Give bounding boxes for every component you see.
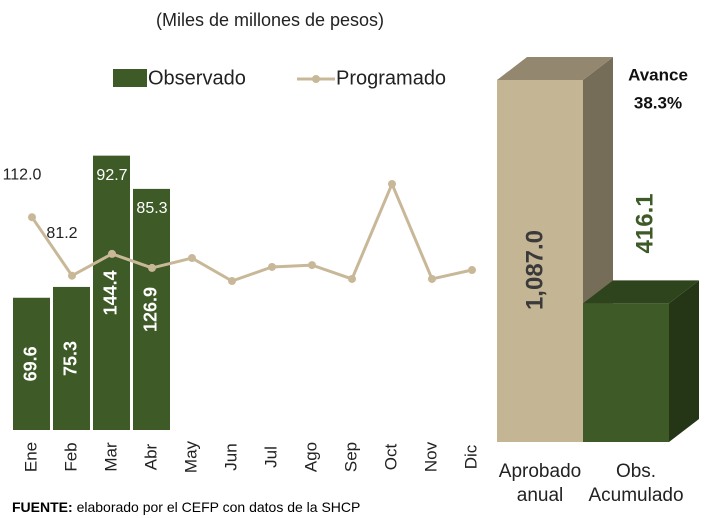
line-marker xyxy=(188,254,196,263)
legend-label: Observado xyxy=(148,67,246,89)
line xyxy=(30,180,473,283)
line-marker xyxy=(68,271,76,280)
line-value-label: 112.0 xyxy=(3,166,42,183)
x-tick-label: Sep xyxy=(341,442,360,472)
line-value-label: 81.2 xyxy=(46,225,77,242)
x-tick-label: Ene xyxy=(21,442,40,472)
line-marker xyxy=(428,274,436,283)
bar-value-label: 69.6 xyxy=(21,346,41,381)
x-tick-label: Obs. Acumulado xyxy=(588,461,684,506)
line-marker xyxy=(148,263,156,272)
x-tick-label: Abr xyxy=(141,443,160,470)
bar-value-label: 126.9 xyxy=(141,287,161,332)
bar-value-label: 416.1 xyxy=(631,193,658,253)
bar xyxy=(93,155,130,430)
bar xyxy=(497,80,583,442)
line-value-label: 92.7 xyxy=(96,167,127,184)
line-marker xyxy=(108,249,116,258)
line-marker xyxy=(228,277,236,286)
source: FUENTE: elaborado por el CEFP con datos … xyxy=(12,499,360,515)
subtitle: (Miles de millones de pesos) xyxy=(156,10,384,30)
x-tick-label: May xyxy=(181,440,200,473)
bar-top xyxy=(583,280,699,304)
legend-swatch xyxy=(113,69,147,87)
bar xyxy=(53,286,90,430)
bar-value-label: 144.4 xyxy=(101,270,121,315)
x-tick-label: Jun xyxy=(221,443,240,470)
x-tick-label: Ago xyxy=(301,442,320,472)
x-tick-label: Aprobado anual xyxy=(498,461,582,506)
line-marker xyxy=(28,213,36,222)
x-tick-label: Feb xyxy=(61,442,80,471)
x-tick-label: Dic xyxy=(461,444,480,469)
line-marker xyxy=(268,262,276,271)
line-marker xyxy=(348,274,356,283)
bar xyxy=(583,303,669,442)
source-text: elaborado por el CEFP con datos de la SH… xyxy=(77,499,361,515)
line-marker xyxy=(388,179,396,188)
x-tick-label: Nov xyxy=(421,441,440,472)
x-tick-label: Jul xyxy=(261,446,280,468)
source-label: FUENTE: xyxy=(12,499,73,515)
bar xyxy=(13,297,50,430)
line-value-label: 85.3 xyxy=(136,200,167,217)
line-marker xyxy=(468,266,476,275)
annotation-value: 38.3% xyxy=(634,93,682,112)
legend-marker xyxy=(312,75,320,83)
bar-side xyxy=(669,280,699,442)
bar-value-label: 75.3 xyxy=(61,341,81,376)
annotation-label: Avance xyxy=(628,65,688,84)
bar-value-label: 1,087.0 xyxy=(521,230,548,310)
bar-top xyxy=(497,57,613,80)
bar xyxy=(133,188,170,430)
x-tick-label: Oct xyxy=(381,444,400,471)
line-marker xyxy=(308,261,316,270)
x-tick-label: Mar xyxy=(101,442,120,472)
legend-label: Programado xyxy=(336,67,446,89)
